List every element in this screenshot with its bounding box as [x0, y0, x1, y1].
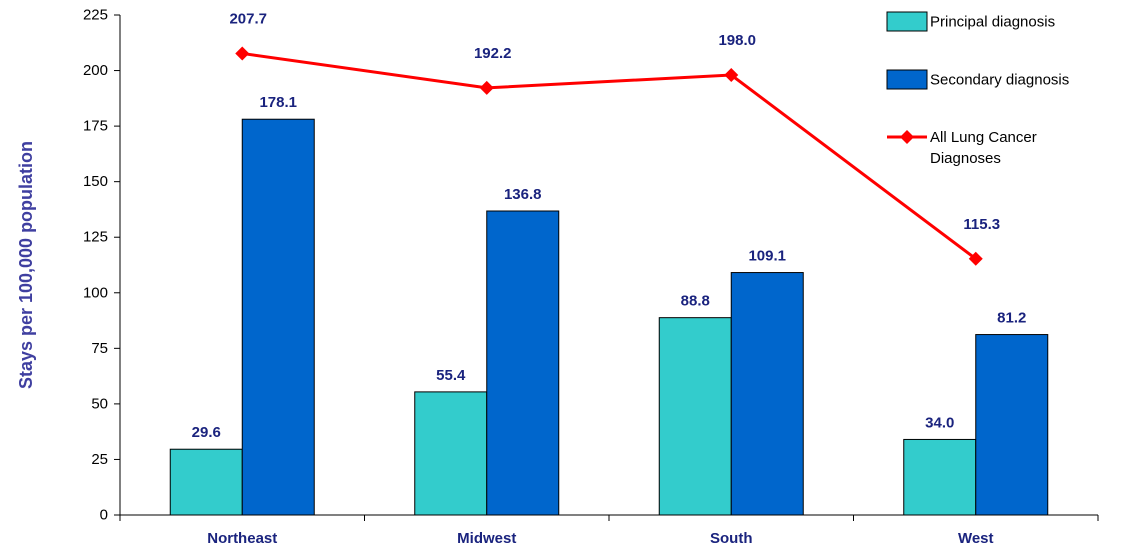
legend-label-line: All Lung Cancer Diagnoses [930, 129, 1037, 167]
y-tick-label: 175 [83, 118, 108, 135]
axes: 0 25 50 75 100 125 150 175 200 225 Northeast Midwes… [83, 7, 1099, 547]
y-axis-title-group: Stays per 100,000 population [16, 141, 36, 389]
legend-label-secondary: Secondary diagnosis [930, 72, 1069, 89]
y-tick-label: 75 [91, 340, 108, 357]
y-tick-label: 150 [83, 173, 108, 190]
x-category-label: Midwest [457, 530, 516, 547]
line-marker [968, 251, 983, 266]
data-labels: 29.6 55.4 88.8 34.0 178.1 136.8 109.1 81.2 207.7… [192, 10, 1027, 441]
x-category-label: South [710, 530, 753, 547]
data-label: 192.2 [474, 45, 512, 62]
data-label: 34.0 [925, 414, 954, 431]
y-tick-label: 25 [91, 451, 108, 468]
legend-label-line-1: All Lung Cancer [930, 129, 1037, 146]
bar-principal [903, 438, 977, 516]
legend-swatch-principal [886, 11, 928, 32]
y-axis-title: Stays per 100,000 population [16, 141, 36, 389]
y-tick-label: 200 [83, 62, 108, 79]
bar-principal [414, 391, 488, 516]
line-series [235, 46, 983, 266]
data-label: 55.4 [436, 367, 466, 384]
bar-principal [169, 448, 243, 516]
data-label: 29.6 [192, 424, 221, 441]
data-label: 88.8 [681, 293, 710, 310]
bar-secondary [241, 118, 315, 516]
y-tick-label: 0 [100, 507, 108, 524]
bars [169, 118, 1049, 516]
x-category-label: West [958, 530, 994, 547]
bar-secondary [486, 210, 560, 516]
bar-secondary [975, 334, 1049, 516]
data-label: 81.2 [997, 310, 1026, 327]
legend: Principal diagnosis Secondary diagnosis Al… [886, 11, 1069, 167]
y-tick-label: 225 [83, 7, 108, 24]
y-tick-label: 125 [83, 229, 108, 246]
legend-label-line-2: Diagnoses [930, 150, 1001, 167]
x-category-label: Northeast [207, 530, 277, 547]
data-label: 115.3 [963, 216, 1000, 233]
legend-swatch-secondary [886, 69, 928, 90]
line-path [242, 51, 977, 260]
legend-line-marker [900, 130, 914, 144]
data-label: 198.0 [718, 32, 756, 49]
data-label: 136.8 [504, 186, 542, 203]
y-tick-label: 100 [83, 284, 108, 301]
bar-secondary [730, 272, 804, 516]
legend-label-principal: Principal diagnosis [930, 14, 1055, 31]
line-marker [235, 46, 250, 61]
data-label: 207.7 [229, 10, 267, 27]
bar-principal [658, 317, 732, 516]
line-marker [724, 68, 739, 82]
data-label: 178.1 [259, 94, 297, 111]
line-marker [479, 80, 494, 95]
y-tick-label: 50 [91, 395, 108, 412]
data-label: 109.1 [748, 248, 786, 265]
